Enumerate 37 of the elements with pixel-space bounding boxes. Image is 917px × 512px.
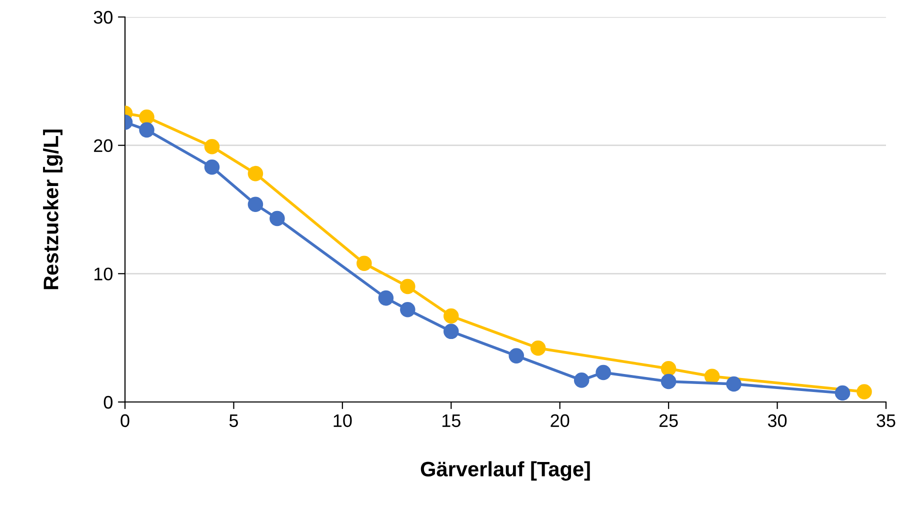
point	[400, 278, 416, 294]
x-axis-title: Gärverlauf [Tage]	[420, 461, 590, 481]
point	[248, 166, 264, 182]
point	[726, 376, 742, 392]
point	[596, 364, 611, 380]
point	[270, 210, 285, 226]
y-tick-label: 10	[94, 268, 112, 280]
point	[444, 308, 459, 324]
y-axis-title: Restzucker [g/L]	[43, 130, 63, 290]
point	[356, 256, 372, 272]
x-tick-label: 0	[120, 414, 130, 428]
point	[834, 385, 850, 401]
point	[139, 122, 154, 138]
point	[444, 324, 459, 340]
point	[204, 138, 220, 154]
point	[856, 384, 872, 400]
x-tick-label: 20	[550, 414, 570, 428]
x-tick-label: 25	[659, 414, 678, 428]
point	[378, 290, 394, 306]
y-tick-label: 0	[104, 396, 112, 409]
point	[574, 372, 590, 388]
x-tick-label: 30	[768, 414, 787, 428]
point	[248, 196, 264, 212]
point	[204, 160, 220, 175]
point	[530, 340, 546, 356]
point	[704, 368, 720, 384]
point	[508, 348, 524, 364]
point	[400, 302, 416, 318]
x-tick-label: 35	[876, 414, 896, 428]
x-tick-label: 10	[334, 414, 352, 428]
point	[139, 109, 154, 125]
y-tick-label: 20	[94, 139, 112, 152]
point	[660, 374, 676, 390]
x-tick-label: 15	[442, 414, 460, 428]
point	[660, 360, 676, 376]
y-tick-label: 30	[94, 10, 112, 24]
x-tick-label: 5	[229, 414, 238, 428]
